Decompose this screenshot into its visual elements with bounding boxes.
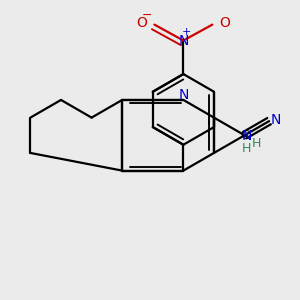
Text: O: O — [219, 16, 230, 30]
Text: +: + — [181, 27, 191, 37]
Text: N: N — [178, 88, 189, 102]
Text: C: C — [240, 129, 249, 142]
Text: N: N — [271, 113, 281, 127]
Text: −: − — [142, 9, 152, 22]
Text: O: O — [136, 16, 147, 30]
Text: N: N — [178, 34, 189, 47]
Text: N: N — [242, 129, 252, 143]
Text: H: H — [252, 137, 261, 150]
Text: H: H — [242, 142, 251, 155]
